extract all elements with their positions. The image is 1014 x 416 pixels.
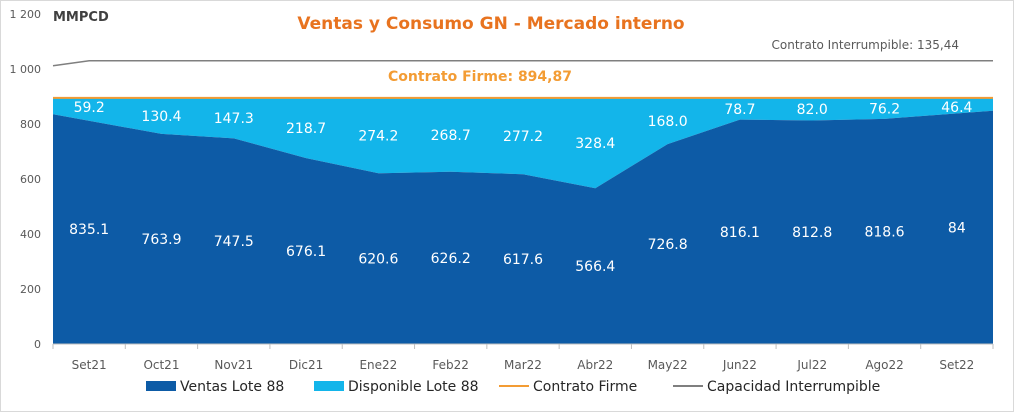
- x-tick-label: Jul22: [796, 358, 827, 372]
- x-tick-label: Jun22: [722, 358, 757, 372]
- disponible-data-label: 274.2: [358, 129, 398, 145]
- contrato-firme-annotation: Contrato Firme: 894,87: [388, 69, 572, 85]
- legend-swatch: [146, 381, 176, 391]
- x-tick-label: Ene22: [359, 358, 397, 372]
- x-tick-label: Set21: [72, 358, 107, 372]
- disponible-data-label: 268.7: [431, 128, 471, 144]
- disponible-data-label: 328.4: [575, 136, 615, 152]
- ventas-data-label: 566.4: [575, 259, 615, 275]
- ventas-data-label: 617.6: [503, 252, 543, 268]
- ventas-data-label: 626.2: [431, 251, 471, 267]
- disponible-lote-88-area: [53, 97, 993, 189]
- y-tick-label: 1 200: [10, 8, 42, 21]
- ventas-data-label: 835.1: [69, 222, 109, 238]
- x-tick-label: Mar22: [504, 358, 542, 372]
- x-tick-label: Set22: [939, 358, 974, 372]
- disponible-data-label: 130.4: [141, 109, 181, 125]
- x-axis: Set21 Oct21 Nov21 Dic21 Ene22 Feb22 Mar22 Abr22…: [52, 343, 994, 372]
- legend-item: Contrato Firme: [499, 379, 637, 395]
- y-tick-label: 400: [20, 228, 41, 241]
- y-tick-label: 800: [20, 118, 41, 131]
- legend-item: Capacidad Interrumpible: [673, 379, 880, 395]
- x-tick-label: Dic21: [289, 358, 323, 372]
- ventas-lote-88-area: [53, 110, 993, 344]
- capacidad-interrumpible-line: [52, 59, 993, 67]
- y-tick-label: 200: [20, 283, 41, 296]
- disponible-data-label: 168.0: [648, 114, 688, 130]
- x-tick-label: Feb22: [432, 358, 469, 372]
- ventas-data-label: 816.1: [720, 225, 760, 241]
- disponible-data-label: 78.7: [724, 102, 755, 118]
- legend-item: Ventas Lote 88: [146, 379, 284, 395]
- ventas-data-label: 84: [948, 220, 966, 236]
- legend-swatch: [314, 381, 344, 391]
- y-tick-label: 0: [34, 338, 41, 351]
- x-tick-label: Ago22: [865, 358, 903, 372]
- y-tick-label: 1 000: [10, 63, 42, 76]
- legend-item: Disponible Lote 88: [314, 379, 479, 395]
- ventas-data-label: 676.1: [286, 244, 326, 260]
- ventas-data-label: 747.5: [214, 234, 254, 250]
- data-labels: 835.1 763.9 747.5 676.1 620.6 626.2 617.6 566.4…: [69, 100, 972, 275]
- disponible-data-label: 46.4: [941, 100, 972, 116]
- disponible-data-label: 59.2: [74, 100, 105, 116]
- ventas-data-label: 620.6: [358, 252, 398, 268]
- disponible-data-label: 277.2: [503, 129, 543, 145]
- x-tick-label: Abr22: [577, 358, 613, 372]
- legend-label: Ventas Lote 88: [180, 379, 284, 395]
- chart-title: Ventas y Consumo GN - Mercado interno: [297, 14, 684, 34]
- y-axis: 0 200 400 600 800 1 000 1 200: [10, 8, 42, 351]
- y-axis-label: MMPCD: [53, 10, 109, 25]
- legend-label: Disponible Lote 88: [348, 379, 479, 395]
- ventas-data-label: 818.6: [864, 224, 904, 240]
- disponible-data-label: 82.0: [797, 102, 828, 118]
- ventas-data-label: 726.8: [648, 237, 688, 253]
- y-tick-label: 600: [20, 173, 41, 186]
- stacked-areas: [53, 97, 993, 344]
- ventas-data-label: 812.8: [792, 225, 832, 241]
- ventas-data-label: 763.9: [141, 232, 181, 248]
- legend-label: Capacidad Interrumpible: [707, 379, 880, 395]
- disponible-data-label: 218.7: [286, 121, 326, 137]
- x-tick-label: May22: [648, 358, 688, 372]
- x-tick-label: Oct21: [143, 358, 179, 372]
- disponible-data-label: 147.3: [214, 111, 254, 127]
- legend-label: Contrato Firme: [533, 379, 637, 395]
- contrato-interrumpible-annotation: Contrato Interrumpible: 135,44: [772, 38, 960, 52]
- reference-lines: [52, 59, 993, 99]
- legend: Ventas Lote 88 Disponible Lote 88 Contrato…: [146, 379, 880, 395]
- disponible-data-label: 76.2: [869, 101, 900, 117]
- x-tick-label: Nov21: [214, 358, 253, 372]
